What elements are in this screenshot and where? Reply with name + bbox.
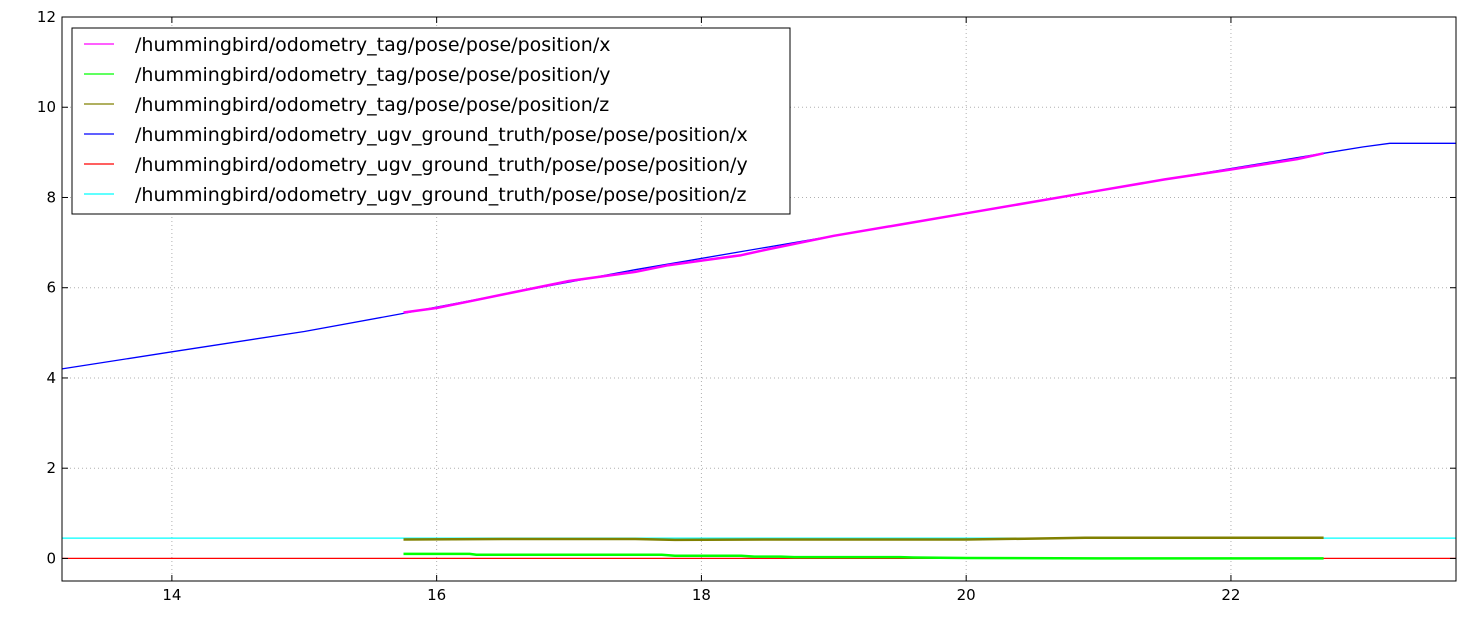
x-tick-label: 20: [957, 586, 976, 604]
series-line-3: [403, 536, 1324, 542]
legend-label: /hummingbird/odometry_ugv_ground_truth/p…: [135, 184, 746, 206]
plot-series: [61, 142, 1456, 560]
y-tick-label: 6: [46, 279, 56, 297]
y-tick-label: 0: [46, 549, 56, 567]
x-tick-label: 14: [162, 586, 181, 604]
legend-label: /hummingbird/odometry_ugv_ground_truth/p…: [135, 154, 748, 176]
x-tick-label: 16: [427, 586, 446, 604]
legend-label: /hummingbird/odometry_tag/pose/pose/posi…: [135, 94, 609, 116]
axis-ticks: 14 16 18 20 22 0 2 4 6 8 10 12: [37, 8, 1456, 604]
plot-frame: [61, 16, 1457, 582]
y-tick-label: 2: [46, 459, 56, 477]
legend: /hummingbird/odometry_tag/pose/pose/posi…: [71, 27, 791, 215]
y-tick-label: 4: [46, 369, 56, 387]
y-tick-label: 10: [37, 98, 56, 116]
series-line-2: [403, 552, 1324, 560]
y-tick-label: 8: [46, 188, 56, 206]
x-tick-label: 22: [1221, 586, 1240, 604]
series-line-1: [403, 152, 1324, 314]
x-tick-label: 18: [692, 586, 711, 604]
legend-label: /hummingbird/odometry_tag/pose/pose/posi…: [135, 64, 610, 86]
legend-label: /hummingbird/odometry_ugv_ground_truth/p…: [135, 124, 748, 146]
legend-box: [71, 27, 791, 215]
y-tick-label: 12: [37, 8, 56, 26]
legend-label: /hummingbird/odometry_tag/pose/pose/posi…: [135, 34, 610, 56]
